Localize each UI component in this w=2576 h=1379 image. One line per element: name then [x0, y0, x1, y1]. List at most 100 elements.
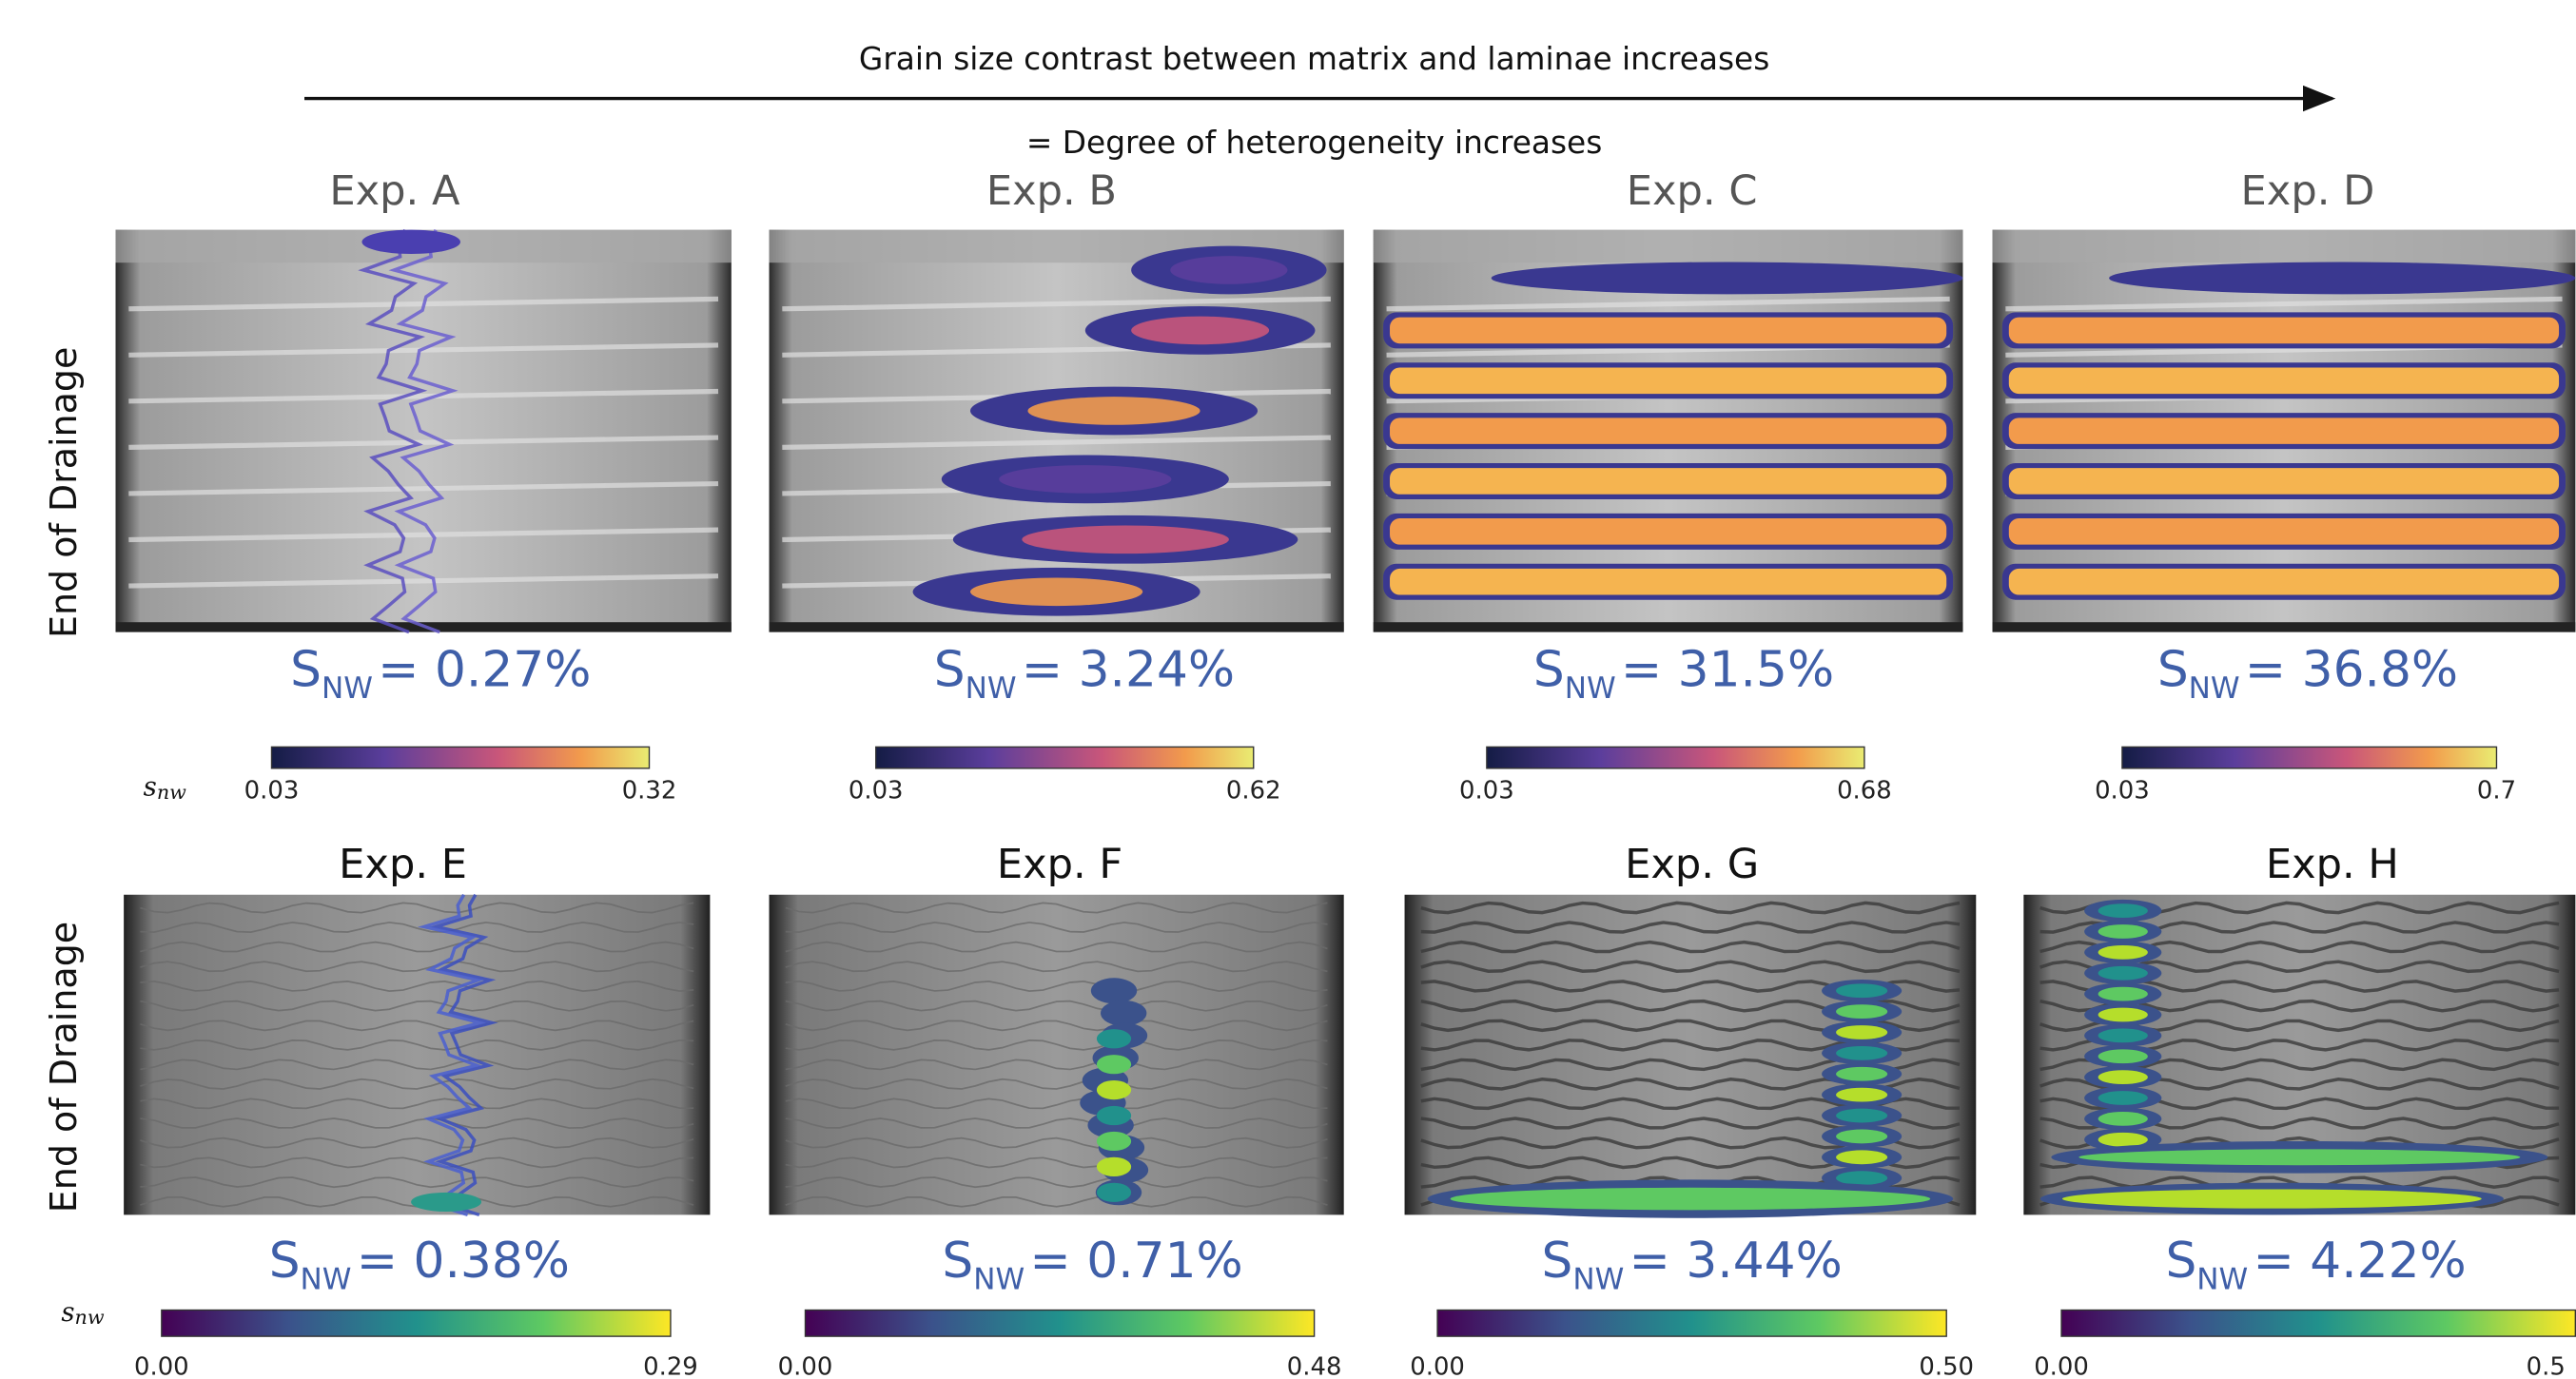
fluid-path	[358, 228, 428, 634]
saturation-symbol: S	[2157, 642, 2189, 699]
colorbar-min: 0.03	[244, 777, 300, 806]
colorbar-max: 0.50	[1919, 1352, 1974, 1379]
subtitle: = Degree of heterogeneity increases	[1026, 125, 1602, 161]
saturation-symbol: S	[942, 1233, 973, 1290]
colorbar-min: 0.03	[1459, 777, 1514, 806]
experiment-panel: Exp. A SNW = 0.27% 0.03 0.32	[115, 167, 732, 806]
panel-title: Exp. B	[986, 167, 1117, 215]
fluid-blob	[999, 465, 1172, 494]
fluid-path	[418, 893, 487, 1217]
fluid-blob	[1836, 1087, 1888, 1102]
fluid-blob	[2098, 1132, 2148, 1147]
fluid-blob	[1836, 1004, 1888, 1020]
panel-title: Exp. C	[1627, 167, 1758, 215]
lamina	[785, 1000, 1328, 1012]
lamina	[785, 961, 1328, 973]
lamina	[785, 922, 1328, 933]
colorbar-label: snw	[61, 1295, 105, 1328]
panel-title: Exp. E	[339, 841, 467, 888]
fluid-blob	[1096, 1156, 1132, 1176]
saturation-value: = 0.27%	[378, 642, 591, 699]
row-label: End of Drainage	[43, 347, 85, 638]
fluid-band	[1390, 317, 1947, 344]
lamina	[140, 902, 694, 914]
saturation-subscript: NW	[973, 1262, 1025, 1296]
saturation-subscript: NW	[1565, 671, 1616, 706]
saturation-value: = 3.24%	[1022, 642, 1235, 699]
colorbar-min: 0.00	[2034, 1352, 2089, 1379]
lamina	[140, 961, 694, 973]
saturation-subscript: NW	[2196, 1262, 2248, 1296]
lamina	[128, 527, 719, 543]
colorbar-label: snw	[144, 770, 187, 803]
lamina	[140, 1097, 694, 1110]
lamina	[1420, 901, 1961, 915]
lamina	[785, 1078, 1328, 1090]
experiment-panel: Exp. G SNW = 3.44% 0.00 0.50	[1404, 841, 1977, 1379]
fluid-band	[2008, 317, 2560, 344]
experiment-panel: Exp. B SNW = 3.24% 0.03 0.62	[769, 167, 1344, 806]
colorbar-min: 0.03	[849, 777, 904, 806]
row-label: End of Drainage	[43, 922, 85, 1213]
fluid-blob	[1836, 1150, 1888, 1165]
saturation-subscript: NW	[301, 1262, 352, 1296]
fluid-blob	[2098, 1028, 2148, 1043]
colorbar	[804, 1309, 1316, 1337]
lamina	[785, 1097, 1328, 1110]
colorbar-symbol: s	[61, 1295, 74, 1327]
fluid-blob	[2109, 262, 2576, 295]
fluid-blob	[1450, 1187, 1931, 1211]
fluid-blob	[2098, 1111, 2148, 1126]
fluid-path	[388, 228, 459, 634]
colorbar-min: 0.00	[778, 1352, 833, 1379]
sample-top	[1992, 229, 2576, 263]
colorbar-max: 0.62	[1226, 777, 1281, 806]
fluid-blob	[1836, 1171, 1888, 1186]
colorbar	[875, 746, 1255, 769]
lamina	[140, 941, 694, 953]
saturation-value: = 3.44%	[1629, 1233, 1842, 1290]
colorbar-min: 0.03	[2095, 777, 2150, 806]
colorbar	[161, 1309, 672, 1337]
saturation-subscript: NW	[966, 671, 1017, 706]
colorbar-max: 0.48	[1287, 1352, 1342, 1379]
colorbar-max: 0.7	[2477, 777, 2516, 806]
lamina	[785, 1020, 1328, 1032]
fluid-blob	[1096, 1055, 1132, 1075]
fluid-band	[2008, 468, 2560, 495]
fluid-band	[1390, 418, 1947, 444]
saturation-value: = 0.38%	[357, 1233, 570, 1290]
saturation-label: SNW = 0.38%	[269, 1233, 570, 1296]
fluid-blob	[1491, 262, 1963, 295]
fluid-blob	[1096, 1029, 1132, 1049]
lamina	[140, 1117, 694, 1129]
lamina	[128, 435, 719, 450]
fluid-band	[2008, 518, 2560, 545]
lamina	[785, 941, 1328, 953]
fluid-blob	[2098, 944, 2148, 960]
lamina	[140, 922, 694, 933]
panel-title: Exp. G	[1625, 841, 1759, 888]
fluid-blob	[1022, 525, 1229, 554]
saturation-symbol: S	[269, 1233, 301, 1290]
saturation-symbol: S	[1533, 642, 1565, 699]
experiment-panel: Exp. F SNW = 0.71% 0.00 0.48	[769, 841, 1344, 1379]
lamina	[140, 1176, 694, 1189]
colorbar-max: 0.68	[1837, 777, 1892, 806]
sample-bottom	[1992, 622, 2576, 632]
lamina	[140, 1039, 694, 1051]
saturation-label: SNW = 36.8%	[2157, 642, 2458, 706]
fluid-blob	[1836, 1129, 1888, 1144]
lamina	[785, 1195, 1328, 1208]
lamina	[140, 1020, 694, 1032]
saturation-value: = 4.22%	[2253, 1233, 2466, 1290]
lamina	[140, 981, 694, 992]
fluid-blob	[1836, 1108, 1888, 1123]
lamina	[785, 902, 1328, 914]
lamina	[128, 480, 719, 496]
panel-title: Exp. D	[2241, 167, 2375, 215]
fluid-blob	[2078, 1149, 2521, 1166]
colorbar	[270, 746, 651, 769]
fluid-band	[2008, 568, 2560, 595]
